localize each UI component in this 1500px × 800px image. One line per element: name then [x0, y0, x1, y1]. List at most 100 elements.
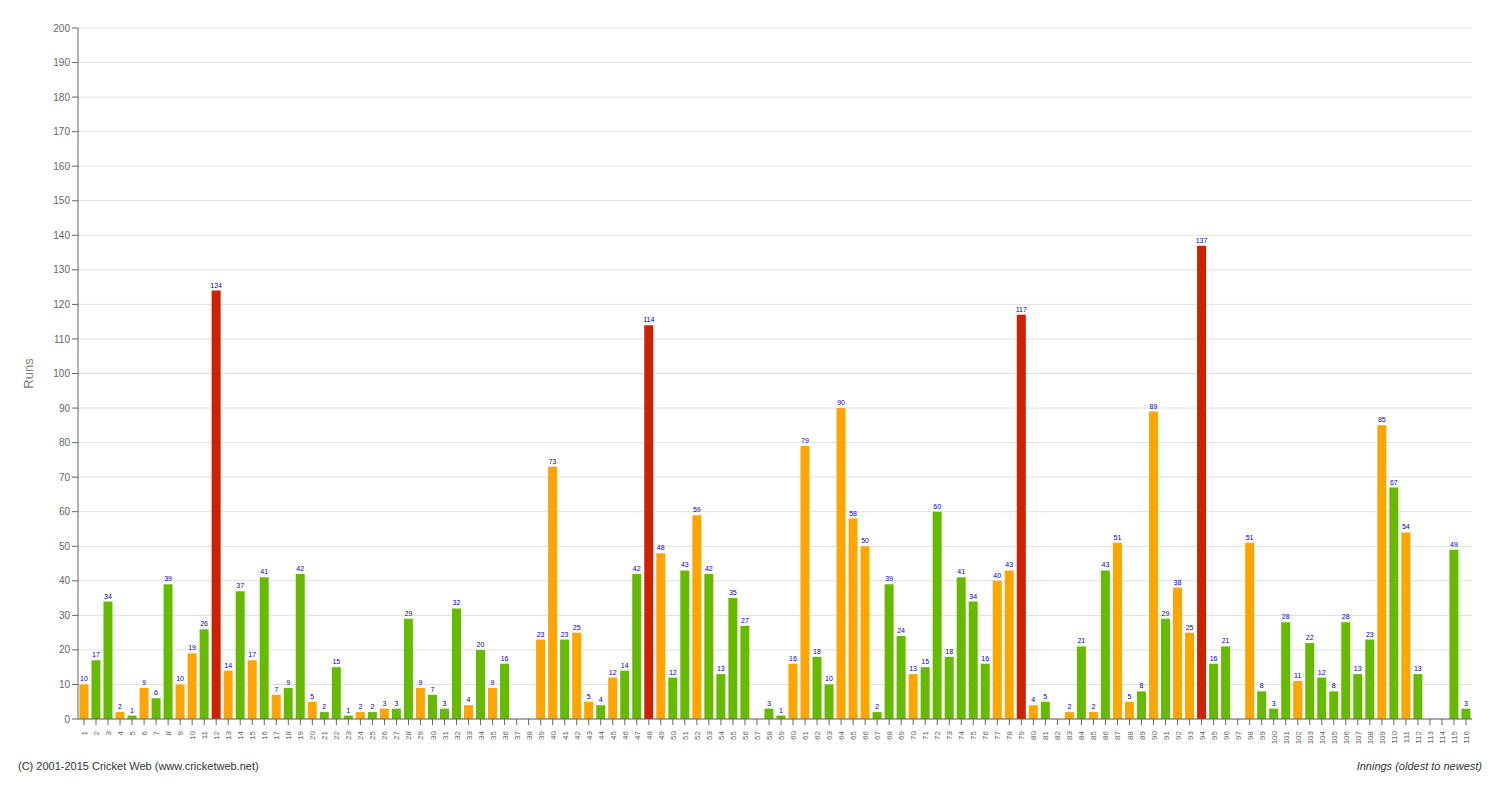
svg-text:43: 43 [1005, 561, 1013, 568]
svg-text:14: 14 [224, 662, 232, 669]
svg-text:5: 5 [128, 730, 137, 735]
svg-text:50: 50 [59, 541, 71, 552]
svg-text:1: 1 [346, 707, 350, 714]
svg-text:6: 6 [154, 689, 158, 696]
svg-text:3: 3 [443, 700, 447, 707]
svg-text:3: 3 [104, 730, 113, 735]
svg-text:43: 43 [1102, 561, 1110, 568]
svg-text:73: 73 [945, 730, 954, 739]
svg-text:10: 10 [176, 675, 184, 682]
svg-text:94: 94 [1198, 730, 1207, 739]
svg-text:150: 150 [53, 195, 70, 206]
svg-text:55: 55 [729, 730, 738, 739]
svg-text:70: 70 [59, 472, 71, 483]
svg-text:79: 79 [1017, 730, 1026, 739]
svg-text:43: 43 [585, 730, 594, 739]
svg-text:36: 36 [501, 730, 510, 739]
svg-text:59: 59 [693, 506, 701, 513]
svg-text:49: 49 [657, 730, 666, 739]
svg-text:39: 39 [537, 730, 546, 739]
svg-text:46: 46 [621, 730, 630, 739]
svg-text:104: 104 [1318, 730, 1327, 744]
svg-text:56: 56 [741, 730, 750, 739]
svg-text:107: 107 [1354, 730, 1363, 744]
svg-text:9: 9 [491, 679, 495, 686]
svg-text:22: 22 [332, 730, 341, 739]
svg-text:24: 24 [897, 627, 905, 634]
svg-text:124: 124 [210, 282, 222, 289]
svg-text:9: 9 [286, 679, 290, 686]
svg-text:40: 40 [549, 730, 558, 739]
svg-text:7: 7 [430, 686, 434, 693]
svg-text:8: 8 [1260, 682, 1264, 689]
svg-text:86: 86 [1101, 730, 1110, 739]
svg-text:15: 15 [248, 730, 257, 739]
svg-text:80: 80 [59, 437, 71, 448]
svg-text:83: 83 [1065, 730, 1074, 739]
svg-text:95: 95 [1210, 730, 1219, 739]
svg-text:53: 53 [705, 730, 714, 739]
svg-text:8: 8 [164, 730, 173, 735]
svg-text:23: 23 [561, 631, 569, 638]
svg-text:51: 51 [1114, 534, 1122, 541]
svg-text:12: 12 [212, 730, 221, 739]
svg-text:16: 16 [1210, 655, 1218, 662]
svg-text:63: 63 [825, 730, 834, 739]
svg-text:42: 42 [633, 565, 641, 572]
svg-text:5: 5 [1043, 693, 1047, 700]
svg-text:62: 62 [813, 730, 822, 739]
svg-text:25: 25 [1186, 624, 1194, 631]
svg-text:5: 5 [587, 693, 591, 700]
svg-text:78: 78 [1005, 730, 1014, 739]
svg-text:23: 23 [537, 631, 545, 638]
svg-text:140: 140 [53, 230, 70, 241]
svg-text:117: 117 [1016, 306, 1027, 313]
svg-text:27: 27 [392, 730, 401, 739]
svg-text:12: 12 [1318, 669, 1326, 676]
svg-text:60: 60 [933, 503, 941, 510]
svg-text:108: 108 [1366, 730, 1375, 744]
svg-text:20: 20 [477, 641, 485, 648]
svg-text:110: 110 [1390, 730, 1399, 743]
svg-text:19: 19 [188, 644, 196, 651]
svg-text:49: 49 [1450, 541, 1458, 548]
svg-text:81: 81 [1041, 730, 1050, 739]
svg-text:82: 82 [1053, 730, 1062, 739]
svg-text:58: 58 [849, 510, 857, 517]
svg-text:160: 160 [53, 161, 70, 172]
svg-text:58: 58 [765, 730, 774, 739]
svg-text:41: 41 [260, 568, 268, 575]
svg-text:21: 21 [1222, 637, 1230, 644]
svg-text:116: 116 [1462, 730, 1471, 743]
svg-text:69: 69 [897, 730, 906, 739]
svg-text:67: 67 [1390, 479, 1398, 486]
svg-text:38: 38 [525, 730, 534, 739]
svg-text:16: 16 [981, 655, 989, 662]
svg-text:12: 12 [669, 669, 677, 676]
svg-text:51: 51 [681, 730, 690, 739]
svg-text:130: 130 [53, 264, 70, 275]
svg-text:44: 44 [597, 730, 606, 739]
svg-text:109: 109 [1378, 730, 1387, 744]
svg-text:76: 76 [981, 730, 990, 739]
svg-text:77: 77 [993, 730, 1002, 739]
svg-text:24: 24 [356, 730, 365, 739]
svg-text:8: 8 [1332, 682, 1336, 689]
svg-text:11: 11 [200, 730, 209, 739]
svg-text:20: 20 [59, 644, 71, 655]
svg-text:9: 9 [418, 679, 422, 686]
svg-text:13: 13 [1354, 665, 1362, 672]
svg-text:31: 31 [441, 730, 450, 739]
svg-text:34: 34 [104, 593, 112, 600]
svg-text:15: 15 [921, 658, 929, 665]
svg-text:93: 93 [1186, 730, 1195, 739]
svg-text:89: 89 [1138, 730, 1147, 739]
svg-text:39: 39 [164, 575, 172, 582]
svg-text:16: 16 [260, 730, 269, 739]
svg-text:190: 190 [53, 57, 70, 68]
svg-text:71: 71 [921, 730, 930, 739]
svg-text:48: 48 [645, 730, 654, 739]
svg-text:60: 60 [59, 506, 71, 517]
svg-text:35: 35 [729, 589, 737, 596]
svg-text:4: 4 [1031, 696, 1035, 703]
